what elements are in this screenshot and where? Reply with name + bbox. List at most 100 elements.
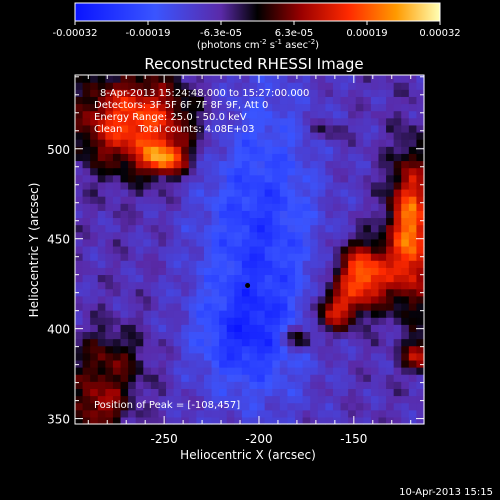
heatmap-cell bbox=[287, 402, 296, 411]
heatmap-cell bbox=[332, 359, 342, 368]
heatmap-cell bbox=[158, 210, 167, 219]
heatmap-cell bbox=[105, 331, 114, 340]
x-tick-label: -150 bbox=[340, 432, 367, 446]
heatmap-cell bbox=[219, 338, 228, 347]
heatmap-cell bbox=[416, 402, 425, 411]
heatmap-cell bbox=[143, 402, 152, 411]
heatmap-cell bbox=[120, 146, 129, 154]
heatmap-cell bbox=[393, 338, 402, 347]
heatmap-cell bbox=[211, 352, 220, 361]
heatmap-cell bbox=[181, 317, 190, 325]
heatmap-cell bbox=[317, 167, 326, 176]
heatmap-cell bbox=[219, 409, 228, 418]
heatmap-cell bbox=[393, 416, 402, 425]
heatmap-cell bbox=[226, 374, 235, 382]
heatmap-cell bbox=[416, 217, 425, 226]
heatmap-cell bbox=[363, 288, 372, 297]
heatmap-cell bbox=[120, 295, 129, 304]
heatmap-cell bbox=[219, 295, 228, 304]
heatmap-cell bbox=[378, 89, 387, 97]
heatmap-cell bbox=[249, 160, 258, 169]
heatmap-cell bbox=[166, 402, 175, 411]
heatmap-cell bbox=[75, 317, 84, 325]
heatmap-cell bbox=[264, 131, 273, 140]
heatmap-cell bbox=[143, 75, 152, 83]
heatmap-cell bbox=[166, 324, 175, 333]
heatmap-cell bbox=[408, 253, 418, 261]
heatmap-cell bbox=[128, 82, 137, 90]
heatmap-cell bbox=[264, 338, 273, 347]
heatmap-cell bbox=[408, 367, 418, 375]
heatmap-cell bbox=[112, 267, 122, 276]
heatmap-cell bbox=[75, 395, 84, 404]
heatmap-cell bbox=[90, 274, 99, 283]
heatmap-cell bbox=[325, 388, 334, 397]
heatmap-cell bbox=[241, 345, 251, 354]
heatmap-cell bbox=[302, 245, 311, 254]
heatmap-cell bbox=[370, 231, 380, 240]
heatmap-cell bbox=[295, 374, 304, 382]
heatmap-cell bbox=[112, 75, 122, 83]
y-tick-label: 350 bbox=[47, 413, 70, 427]
heatmap-cell bbox=[188, 302, 197, 311]
heatmap-cell bbox=[219, 260, 228, 268]
heatmap-cell bbox=[143, 302, 152, 311]
heatmap-cell bbox=[325, 310, 334, 318]
heatmap-cell bbox=[150, 331, 160, 340]
heatmap-cell bbox=[219, 174, 228, 183]
heatmap-cell bbox=[226, 231, 235, 240]
heatmap-cell bbox=[386, 395, 395, 404]
heatmap-cell bbox=[105, 181, 114, 190]
heatmap-cell bbox=[332, 260, 342, 268]
heatmap-cell bbox=[264, 359, 273, 368]
heatmap-cell bbox=[105, 75, 114, 83]
heatmap-cell bbox=[120, 117, 129, 126]
heatmap-cell bbox=[386, 416, 395, 425]
heatmap-cell bbox=[416, 331, 425, 340]
heatmap-cell bbox=[241, 338, 251, 347]
heatmap-cell bbox=[203, 260, 213, 268]
heatmap-cell bbox=[166, 75, 175, 83]
heatmap-cell bbox=[143, 331, 152, 340]
heatmap-cell bbox=[181, 274, 190, 283]
heatmap-cell bbox=[234, 146, 243, 154]
heatmap-cell bbox=[135, 345, 144, 354]
heatmap-cell bbox=[166, 260, 175, 268]
heatmap-cell bbox=[226, 281, 235, 290]
heatmap-cell bbox=[279, 324, 289, 333]
heatmap-cell bbox=[287, 352, 296, 361]
heatmap-cell bbox=[295, 367, 304, 375]
heatmap-cell bbox=[370, 82, 380, 90]
heatmap-cell bbox=[249, 402, 258, 411]
heatmap-cell bbox=[196, 210, 205, 219]
heatmap-cell bbox=[310, 210, 319, 219]
heatmap-cell bbox=[401, 75, 410, 83]
heatmap-cell bbox=[295, 96, 304, 105]
heatmap-cell bbox=[150, 117, 160, 126]
heatmap-cell bbox=[158, 203, 167, 211]
heatmap-cell bbox=[128, 288, 137, 297]
heatmap-cell bbox=[135, 310, 144, 318]
heatmap-cell bbox=[287, 338, 296, 347]
heatmap-cell bbox=[112, 89, 122, 97]
heatmap-cell bbox=[82, 110, 91, 119]
heatmap-cell bbox=[287, 224, 296, 233]
heatmap-cell bbox=[234, 96, 243, 105]
heatmap-cell bbox=[355, 331, 364, 340]
heatmap-cell bbox=[408, 217, 418, 226]
heatmap-cell bbox=[196, 103, 205, 112]
heatmap-cell bbox=[272, 374, 281, 382]
heatmap-cell bbox=[257, 302, 266, 311]
heatmap-cell bbox=[393, 103, 402, 112]
heatmap-cell bbox=[150, 317, 160, 325]
heatmap-cell bbox=[120, 381, 129, 389]
heatmap-cell bbox=[348, 345, 357, 354]
heatmap-cell bbox=[272, 174, 281, 183]
heatmap-cell bbox=[211, 359, 220, 368]
heatmap-cell bbox=[310, 82, 319, 90]
heatmap-cell bbox=[302, 295, 311, 304]
heatmap-cell bbox=[188, 331, 197, 340]
heatmap-cell bbox=[279, 124, 289, 133]
heatmap-cell bbox=[211, 267, 220, 276]
heatmap-cell bbox=[332, 388, 342, 397]
